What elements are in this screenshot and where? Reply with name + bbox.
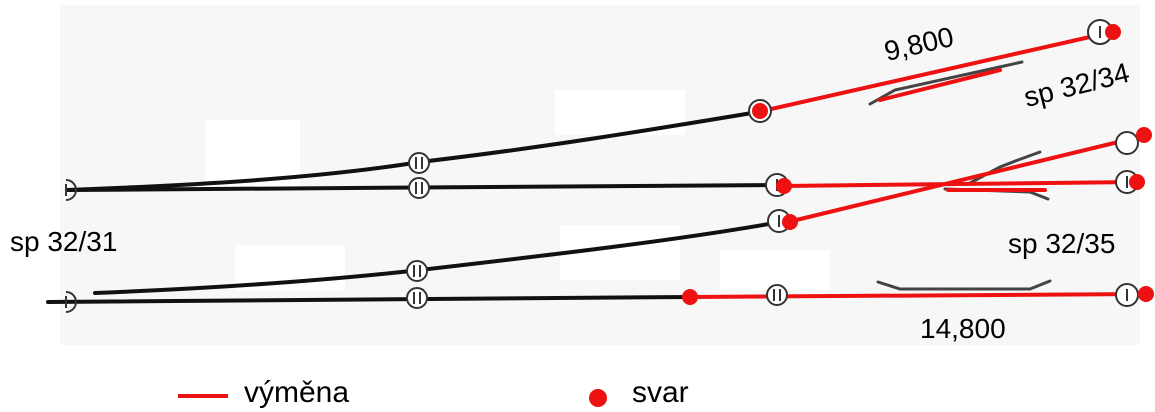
joint-icon [406,287,428,309]
replacement-lines [688,30,1147,299]
weld-points [682,24,1154,305]
weld-dot [782,214,798,230]
weld-dot [1129,174,1145,190]
replacement-line-bottom [688,292,1147,299]
end-icon [65,291,77,313]
background-patches [60,5,1140,345]
weld-dot [776,178,792,194]
label-length-14800: 14,800 [920,313,1006,344]
joint-icon [408,177,430,199]
legend-dot-icon [589,389,607,407]
switch-part-bottom [876,279,1052,291]
end-icon [65,179,77,201]
replacement-line-top [756,30,1114,114]
legend-dot-label: svar [632,376,689,409]
replacement-line-upper-straight [781,180,1138,188]
replacement-line-top-inner [878,68,1002,102]
label-sp-32-35: sp 32/35 [1008,228,1116,259]
weld-dot [1105,24,1121,40]
replacement-line-diagonal [786,134,1145,224]
joint-icon [766,284,788,306]
label-sp-32-31: sp 32/31 [10,226,118,257]
legend-line-label: výměna [244,376,350,409]
joint-icon [408,152,430,174]
joint-icon [406,260,428,282]
weld-dot [682,289,698,305]
legend-graphics [178,389,607,407]
switch-part-top [868,60,1024,106]
track-straight-lower [46,295,692,304]
end-icon [1115,283,1139,307]
end-icon [1115,131,1139,155]
weld-dot [752,103,768,119]
weld-dot [1138,286,1154,302]
weld-dot [1136,127,1152,143]
